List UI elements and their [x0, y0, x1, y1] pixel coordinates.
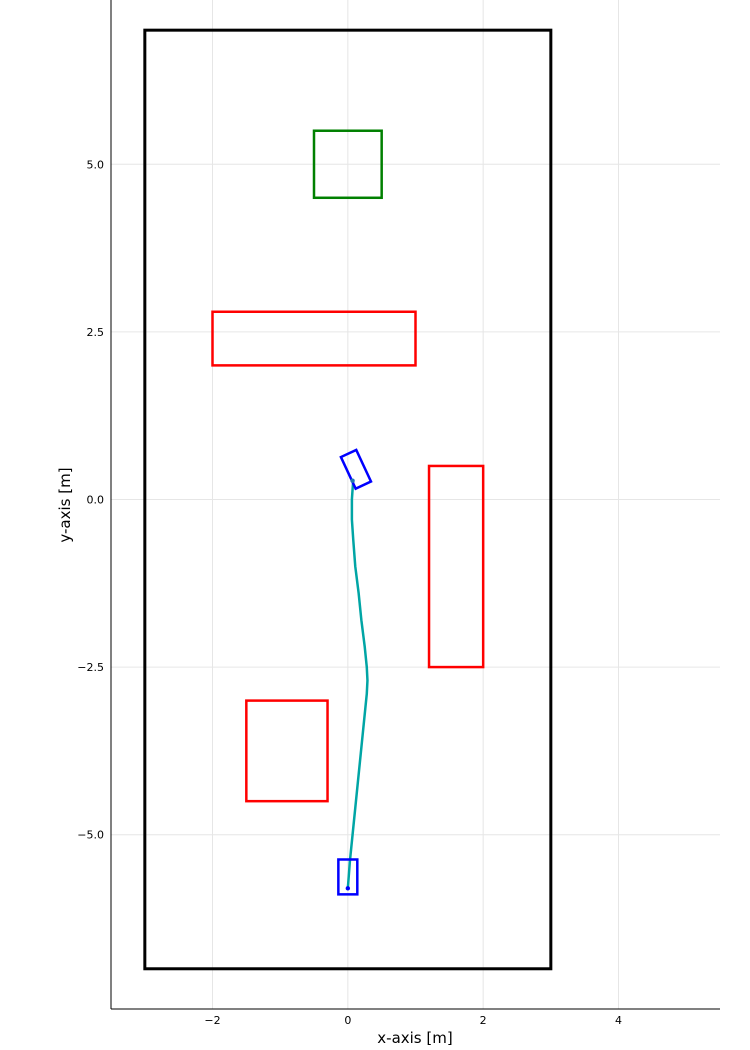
y-tick-label-1: −2.5 — [77, 661, 104, 674]
obstacle-rect-2 — [245, 699, 329, 803]
obstacle-rect-1 — [427, 464, 485, 669]
robot-dot-1 — [350, 478, 355, 483]
y-axis-label: y-axis [m] — [56, 467, 74, 542]
goal-rect — [312, 129, 383, 200]
x-tick-label-1: 0 — [344, 1014, 351, 1027]
y-tick-label-3: 2.5 — [87, 326, 105, 339]
plot-shapes — [143, 28, 553, 971]
robot-dot-0 — [345, 886, 351, 891]
axes — [110, 0, 720, 1010]
grid-lines — [111, 0, 720, 1009]
x-tick-label-2: 2 — [480, 1014, 487, 1027]
x-axis-label: x-axis [m] — [377, 1029, 452, 1047]
y-tick-label-4: 5.0 — [87, 158, 105, 171]
obstacle-rect-0 — [211, 310, 417, 367]
robot-rect-1 — [339, 448, 373, 491]
robot-rect-0 — [337, 858, 359, 896]
y-tick-label-0: −5.0 — [77, 829, 104, 842]
x-tick-label-0: −2 — [204, 1014, 220, 1027]
x-tick-label-3: 4 — [615, 1014, 622, 1027]
boundary-rect — [143, 28, 553, 971]
tick-labels: −2 0 2 4 −5.0 −2.5 0.0 2.5 5.0 — [77, 158, 622, 1027]
trajectory-line — [346, 479, 369, 890]
y-tick-label-2: 0.0 — [87, 493, 105, 506]
